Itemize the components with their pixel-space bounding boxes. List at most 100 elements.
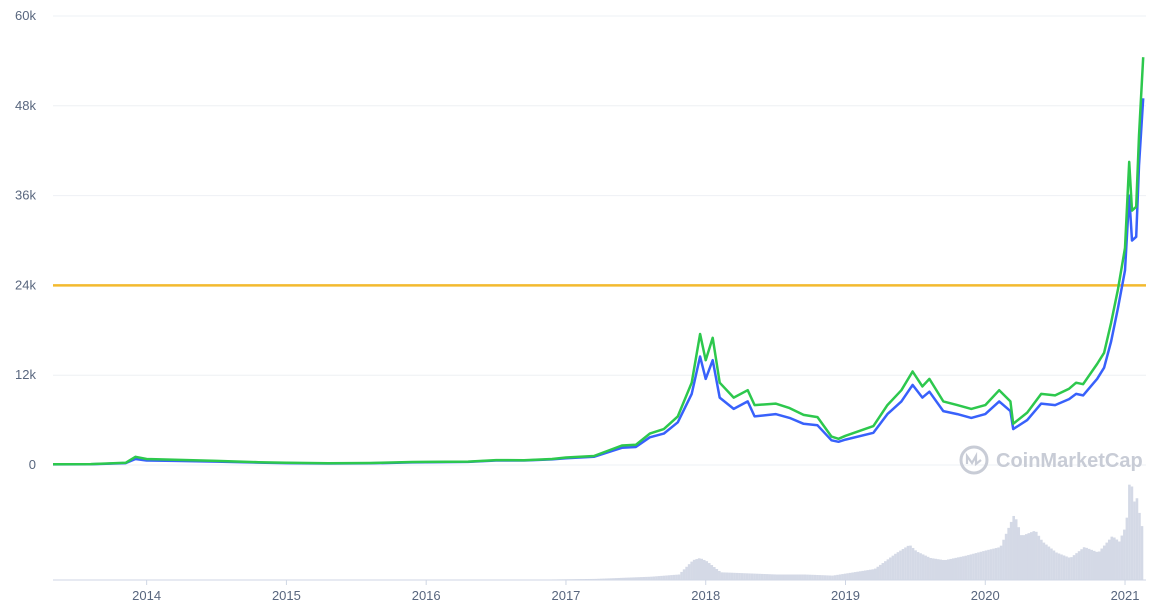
volume-bar — [904, 547, 907, 580]
volume-bar — [665, 575, 668, 580]
y-tick-labels: 0 12k 24k 36k 48k 60k — [15, 8, 36, 472]
volume-bar — [911, 547, 915, 580]
volume-bar — [926, 556, 930, 580]
volume-bar — [624, 577, 628, 580]
volume-bar — [718, 570, 721, 580]
volume-bar — [1019, 535, 1023, 580]
volume-bar — [1097, 551, 1101, 580]
volume-bar — [748, 573, 751, 580]
volume-bar — [778, 574, 782, 580]
volume-bar — [725, 572, 729, 580]
volume-bar — [667, 575, 671, 580]
volume-bar — [607, 578, 610, 580]
volume-bar — [660, 575, 663, 580]
volume-bar — [886, 559, 890, 580]
volume-bar — [1004, 533, 1008, 580]
volume-bar — [740, 573, 744, 580]
volume-bar — [876, 566, 880, 580]
volume-bar — [1095, 551, 1099, 580]
volume-bar — [871, 569, 875, 580]
volume-bar — [858, 571, 862, 580]
grid-lines — [53, 15, 1146, 466]
volume-bar — [650, 576, 653, 580]
volume-bar — [1105, 542, 1109, 580]
volume-bar — [597, 578, 600, 580]
volume-bar — [705, 561, 709, 580]
volume-bar — [785, 574, 789, 580]
volume-bar — [919, 553, 922, 580]
volume-bar — [1040, 539, 1043, 580]
volume-bar — [690, 561, 693, 580]
volume-bar — [801, 574, 804, 580]
x-tick-label: 2015 — [272, 588, 301, 603]
volume-bar — [1133, 501, 1136, 580]
volume-bar — [984, 550, 988, 580]
volume-bar — [891, 555, 895, 580]
volume-bar — [788, 574, 792, 580]
volume-bar — [1062, 555, 1066, 580]
volume-bar — [977, 552, 980, 580]
volume-bar — [906, 545, 910, 580]
volume-bar — [949, 558, 953, 580]
green-series-line[interactable] — [52, 57, 1145, 466]
volume-bar — [964, 555, 968, 580]
volume-bar — [846, 573, 849, 580]
volume-bar — [672, 574, 676, 580]
volume-bar — [750, 573, 754, 580]
volume-bar — [692, 559, 696, 580]
volume-bar — [831, 575, 834, 580]
volume-bars — [551, 484, 1144, 580]
volume-bar — [957, 557, 960, 580]
volume-bar — [642, 576, 646, 580]
volume-bar — [685, 566, 688, 580]
volume-bar — [793, 574, 797, 580]
volume-bar — [1107, 539, 1111, 580]
volume-bar — [619, 577, 623, 580]
volume-bar — [1057, 553, 1061, 580]
volume-bar — [967, 555, 970, 580]
volume-bar — [796, 574, 799, 580]
volume-bar — [662, 575, 666, 580]
coinmarketcap-logo-icon — [959, 445, 989, 475]
volume-bar — [1027, 533, 1031, 580]
volume-bar — [697, 558, 701, 580]
volume-bar — [780, 574, 784, 580]
volume-bar — [760, 573, 764, 580]
volume-bar — [982, 551, 985, 580]
y-tick-label: 36k — [15, 188, 36, 203]
volume-bar — [1067, 557, 1071, 580]
volume-bar — [868, 569, 872, 580]
x-tick-label: 2016 — [412, 588, 441, 603]
series-lines — [52, 57, 1145, 466]
volume-bar — [1080, 549, 1083, 580]
volume-bar — [594, 578, 598, 580]
volume-bar — [604, 578, 608, 580]
volume-bar — [838, 574, 842, 580]
volume-bar — [934, 558, 937, 580]
volume-bar — [853, 572, 857, 580]
volume-bar — [939, 559, 943, 580]
volume-bar — [1045, 544, 1048, 580]
volume-bar — [655, 576, 658, 580]
volume-bar — [680, 571, 683, 580]
volume-bar — [647, 576, 651, 580]
volume-bar — [599, 578, 603, 580]
volume-bar — [881, 563, 885, 580]
x-tick-label: 2020 — [971, 588, 1000, 603]
volume-bar — [818, 575, 822, 580]
volume-bar — [1014, 519, 1018, 580]
volume-bar — [702, 559, 706, 580]
volume-bar — [1035, 531, 1038, 580]
volume-bar — [1085, 547, 1088, 580]
volume-bar — [821, 575, 824, 580]
x-tick-label: 2021 — [1111, 588, 1140, 603]
volume-bar — [1024, 534, 1028, 580]
volume-bar — [866, 570, 870, 580]
volume-bar — [587, 578, 590, 580]
volume-bar — [1123, 529, 1126, 580]
volume-bar — [1055, 552, 1058, 580]
blue-series-line[interactable] — [52, 98, 1145, 466]
volume-bar — [826, 575, 829, 580]
volume-bar — [936, 559, 940, 580]
